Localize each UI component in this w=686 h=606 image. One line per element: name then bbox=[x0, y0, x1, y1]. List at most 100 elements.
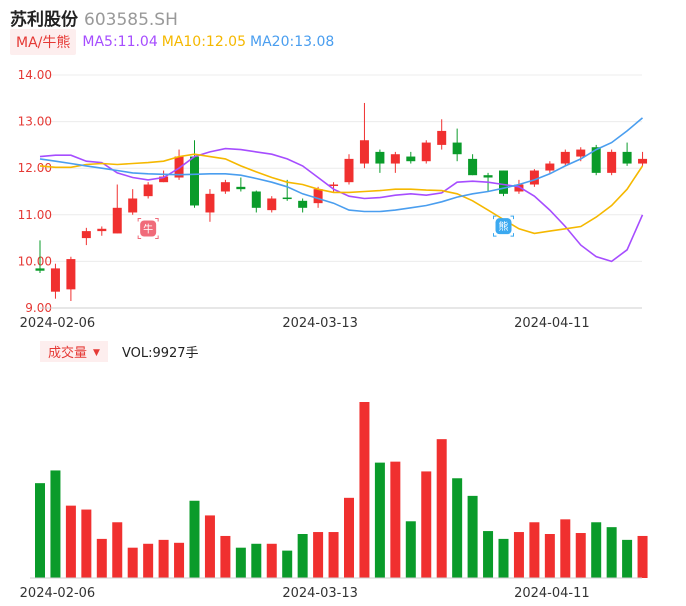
volume-bar bbox=[436, 439, 447, 578]
bear-marker-corner bbox=[493, 233, 497, 237]
volume-indicator-selector[interactable]: 成交量 ▼ bbox=[40, 340, 108, 362]
volume-bar bbox=[189, 500, 200, 578]
candle-body bbox=[514, 184, 524, 192]
bear-marker-corner bbox=[510, 215, 514, 220]
candle-body bbox=[66, 259, 76, 290]
candle-body bbox=[97, 228, 107, 232]
volume-bar bbox=[313, 532, 324, 578]
candle-body bbox=[190, 156, 199, 206]
candle-body bbox=[622, 151, 632, 164]
bull-marker-corner bbox=[137, 217, 142, 222]
bear-marker-text: 熊 bbox=[499, 220, 509, 233]
volume-bar bbox=[344, 497, 354, 578]
candle-body bbox=[576, 149, 586, 157]
candle-body bbox=[375, 151, 385, 164]
candle-body bbox=[529, 170, 539, 185]
y-tick-label: 11.00 bbox=[18, 208, 52, 222]
volume-bar bbox=[112, 522, 123, 578]
candle-body bbox=[437, 130, 447, 145]
volume-bar bbox=[467, 495, 478, 578]
candle-body bbox=[81, 231, 91, 239]
volume-bar bbox=[297, 534, 308, 578]
stock-title: 苏利股份 603585.SH bbox=[10, 5, 178, 30]
volume-tag-label: 成交量 bbox=[48, 345, 88, 361]
volume-bar bbox=[390, 461, 401, 578]
bull-marker: 牛 bbox=[137, 217, 159, 239]
candle-body bbox=[607, 151, 617, 173]
candle-body bbox=[236, 186, 246, 190]
volume-bar bbox=[204, 515, 215, 578]
candle-body bbox=[483, 175, 493, 178]
volume-bar bbox=[220, 535, 231, 578]
candle-body bbox=[560, 151, 570, 164]
y-tick-label: 12.00 bbox=[18, 161, 52, 175]
candle-body bbox=[390, 154, 400, 164]
candle-body bbox=[174, 156, 184, 178]
candle-body bbox=[545, 163, 555, 171]
volume-bar bbox=[65, 505, 76, 578]
y-tick-label: 10.00 bbox=[18, 254, 52, 268]
candle-body bbox=[638, 158, 648, 164]
candle-body bbox=[205, 193, 215, 213]
candle-body bbox=[406, 156, 416, 162]
ma20-line bbox=[39, 117, 644, 213]
bull-marker-corner bbox=[155, 217, 159, 222]
ma-indicator-selector[interactable]: MA/牛熊 bbox=[10, 29, 77, 55]
bull-marker-corner bbox=[155, 235, 159, 239]
volume-x-tick-label: 2024-04-11 bbox=[514, 586, 590, 601]
bear-marker-corner bbox=[510, 233, 514, 237]
volume-bar bbox=[81, 509, 92, 578]
volume-bar bbox=[513, 532, 524, 578]
volume-bar bbox=[143, 543, 154, 578]
volume-bar bbox=[405, 521, 416, 578]
volume-bar bbox=[359, 402, 370, 578]
x-tick-label: 2024-03-13 bbox=[282, 316, 358, 330]
bull-marker-corner bbox=[137, 235, 142, 239]
volume-bar bbox=[251, 543, 262, 578]
candle-body bbox=[112, 207, 122, 234]
volume-bar bbox=[266, 543, 277, 578]
candle-body bbox=[499, 170, 508, 194]
candle-body bbox=[128, 198, 138, 213]
y-tick-label: 13.00 bbox=[18, 115, 52, 129]
candle-body bbox=[359, 140, 369, 164]
candle-body bbox=[220, 182, 230, 192]
stock-code: 603585.SH bbox=[84, 10, 178, 30]
candle-body bbox=[452, 142, 462, 155]
candle-body bbox=[143, 184, 153, 197]
volume-bar bbox=[174, 542, 185, 578]
volume-bar bbox=[544, 534, 555, 578]
volume-bar bbox=[452, 478, 463, 578]
volume-bar bbox=[606, 527, 617, 578]
volume-bar bbox=[529, 522, 540, 578]
volume-bar bbox=[560, 519, 571, 578]
stock-name: 苏利股份 bbox=[10, 10, 78, 30]
bear-marker-corner bbox=[493, 215, 497, 220]
candle-body bbox=[421, 142, 431, 162]
volume-bar bbox=[575, 533, 586, 578]
bear-marker: 熊 bbox=[493, 215, 514, 237]
volume-bar bbox=[591, 522, 602, 578]
x-tick-label: 2024-04-11 bbox=[514, 316, 590, 330]
caret-down-icon: ▼ bbox=[93, 347, 100, 358]
volume-legend: 成交量 ▼ VOL:9927手 bbox=[40, 340, 199, 362]
candle-body bbox=[468, 158, 478, 176]
y-tick-label: 14.00 bbox=[18, 68, 52, 82]
volume-bar bbox=[374, 462, 385, 578]
candle-body bbox=[282, 197, 292, 200]
volume-bar bbox=[50, 470, 61, 578]
volume-bar bbox=[421, 471, 432, 578]
bear-marker-bg bbox=[495, 218, 512, 235]
ma20-label: MA20:13.08 bbox=[250, 34, 335, 50]
volume-bar bbox=[96, 538, 107, 578]
candle-body bbox=[344, 158, 354, 183]
candle-body bbox=[251, 191, 261, 208]
candle-body bbox=[50, 268, 60, 292]
volume-bar bbox=[637, 535, 648, 578]
volume-bar bbox=[235, 547, 246, 578]
candle-body bbox=[35, 268, 45, 271]
volume-bar bbox=[127, 547, 138, 578]
volume-x-tick-label: 2024-03-13 bbox=[282, 586, 358, 601]
candle-body bbox=[329, 184, 339, 187]
